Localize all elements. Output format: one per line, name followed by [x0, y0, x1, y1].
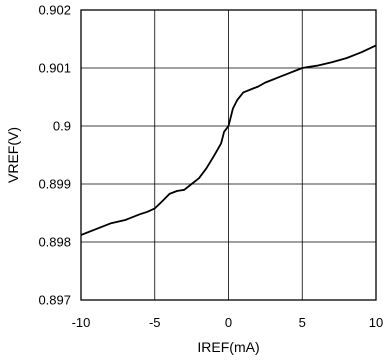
y-axis-label: VREF(V) [5, 127, 21, 183]
y-tick-label: 0.898 [38, 235, 71, 250]
series-line [80, 44, 377, 236]
x-tick-label: -5 [149, 315, 161, 330]
y-tick-label: 0.902 [38, 3, 71, 18]
y-tick-labels: 0.897 0.898 0.899 0.9 0.901 0.902 [38, 3, 71, 308]
plot-frame [80, 9, 377, 301]
x-tick-label: 5 [299, 315, 306, 330]
x-tick-labels: -10 -5 0 5 10 [72, 315, 383, 330]
series-group [80, 44, 377, 236]
x-tick-label: -10 [72, 315, 91, 330]
x-axis-label: IREF(mA) [197, 339, 259, 355]
x-tick-label: 10 [369, 315, 383, 330]
grid [81, 10, 376, 300]
y-tick-label: 0.9 [53, 119, 71, 134]
y-tick-label: 0.897 [38, 293, 71, 308]
y-tick-label: 0.899 [38, 177, 71, 192]
y-tick-label: 0.901 [38, 61, 71, 76]
x-tick-label: 0 [225, 315, 232, 330]
